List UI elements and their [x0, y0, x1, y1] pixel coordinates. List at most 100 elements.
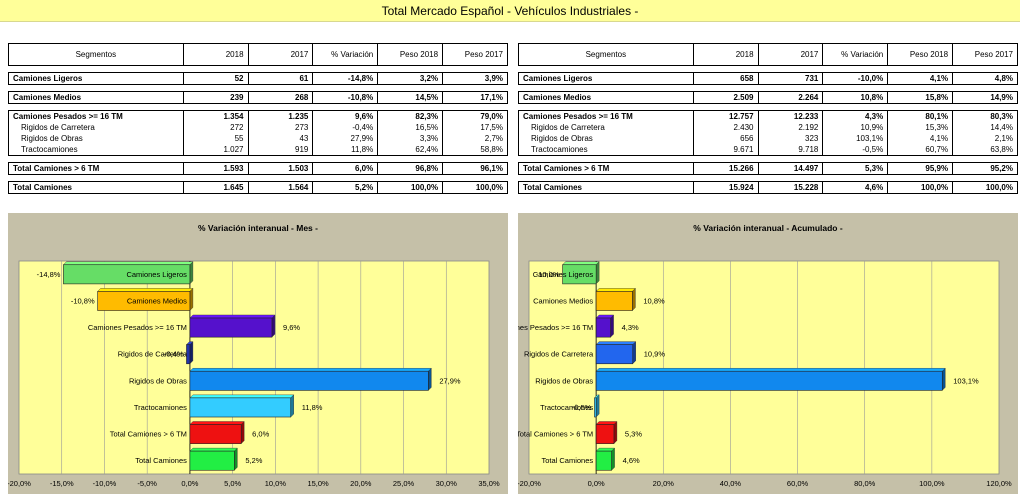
- column-header: Peso 2017: [442, 43, 508, 66]
- table-row: Total Camiones > 6 TM 15.266 14.497 5,3% 95,…: [518, 162, 1018, 175]
- table-cell: 4,6%: [822, 181, 889, 194]
- table-cell: 100,0%: [377, 181, 444, 194]
- table-cell: 1.027: [182, 144, 249, 156]
- table-cell: 273: [247, 122, 314, 133]
- chart-svg: -20,0% -15,0% -10,0% -5,0% 0,0% 5,0% 10,0% 15,0…: [8, 260, 500, 488]
- bar: [97, 291, 191, 311]
- table-cell: 4,3%: [822, 110, 889, 122]
- bar: [595, 370, 943, 391]
- table-cell: 63,8%: [952, 144, 1018, 156]
- table-row: Total Camiones 15.924 15.228 4,6% 100,0% 100,…: [518, 181, 1018, 194]
- x-tick-label: -15,0%: [50, 479, 74, 488]
- table-cell: 55: [182, 133, 249, 144]
- bar-side-face: [595, 394, 600, 418]
- table-row: Total Camiones 1.645 1.564 5,2% 100,0% 100,0%: [8, 181, 508, 194]
- x-tick-label: -5,0%: [137, 479, 157, 488]
- bar-side-face: [942, 367, 946, 391]
- table-cell: 58,8%: [442, 144, 508, 156]
- table-cell: 14,5%: [377, 91, 444, 104]
- data-label: 5,2%: [245, 456, 262, 465]
- bar-top-face: [595, 368, 946, 372]
- table-row: Camiones Medios 2.509 2.264 10,8% 15,8% 14,9%: [518, 91, 1018, 104]
- table-cell: 10,8%: [822, 91, 889, 104]
- category-label: Tractocamiones: [134, 403, 187, 412]
- table-cell: 100,0%: [442, 181, 508, 194]
- x-tick-label: 5,0%: [224, 479, 241, 488]
- bar-top-face: [595, 421, 618, 425]
- bar-side-face: [290, 394, 294, 418]
- table-cell: 61: [247, 72, 314, 85]
- table-cell: 15.924: [692, 181, 759, 194]
- table-cell: 239: [182, 91, 249, 104]
- data-label: 4,3%: [622, 323, 639, 332]
- table-cell: Camiones Pesados >= 16 TM: [518, 110, 694, 122]
- table-row: Camiones Ligeros 52 61 -14,8% 3,2% 3,9%: [8, 72, 508, 85]
- table-cell: 6,0%: [312, 162, 379, 175]
- table-cell: 80,1%: [887, 110, 954, 122]
- table-cell: Rigidos de Carretera: [518, 122, 694, 133]
- table-cell: 323: [757, 133, 824, 144]
- bar: [63, 264, 191, 285]
- table-cell: 14,9%: [952, 91, 1018, 104]
- table-cell: Rigidos de Carretera: [8, 122, 184, 133]
- bar-side-face: [240, 420, 245, 445]
- table-cell: 2,7%: [442, 133, 508, 144]
- table-cell: 15,8%: [887, 91, 954, 104]
- column-header: Segmentos: [518, 43, 694, 66]
- bar: [562, 264, 597, 285]
- x-tick-label: 30,0%: [436, 479, 458, 488]
- bar-top-face: [189, 314, 276, 319]
- category-label: Total Camiones > 6 TM: [110, 430, 187, 439]
- table-cell: 2.192: [757, 122, 824, 133]
- table-cell: Camiones Ligeros: [518, 72, 694, 85]
- x-tick-label: -20,0%: [518, 479, 541, 488]
- table-cell: 9.718: [757, 144, 824, 156]
- column-header: Peso 2018: [377, 43, 444, 66]
- table-cell: 14,4%: [952, 122, 1018, 133]
- table-cell: Total Camiones > 6 TM: [8, 162, 184, 175]
- x-tick-label: 120,0%: [986, 479, 1012, 488]
- bar-side-face: [632, 287, 636, 312]
- table-row: Tractocamiones 9.671 9.718 -0,5% 60,7% 63,8%: [518, 144, 1018, 156]
- category-label: Rigidos de Obras: [535, 376, 593, 385]
- column-header: Peso 2018: [887, 43, 954, 66]
- bar: [189, 370, 429, 391]
- x-tick-label: 15,0%: [307, 479, 329, 488]
- bar-top-face: [62, 261, 194, 265]
- table-cell: 103,1%: [822, 133, 889, 144]
- bar-side-face: [189, 261, 194, 285]
- x-tick-label: 35,0%: [478, 479, 500, 488]
- table-cell: 658: [692, 72, 759, 85]
- category-label: Tractocamiones: [540, 403, 593, 412]
- table-cell: Camiones Pesados >= 16 TM: [8, 110, 184, 122]
- table-cell: 12.757: [692, 110, 759, 122]
- table-cell: 27,9%: [312, 133, 379, 144]
- table-cell: 2.264: [757, 91, 824, 104]
- bar-side-face: [189, 287, 194, 312]
- x-tick-label: 20,0%: [350, 479, 372, 488]
- table-cell: Rigidos de Obras: [518, 133, 694, 144]
- bar-top-face: [189, 421, 245, 425]
- table-cell: 52: [182, 72, 249, 85]
- column-header: % Variación: [312, 43, 379, 66]
- bar-side-face: [611, 447, 615, 471]
- monthly-variation-chart: -20,0% -15,0% -10,0% -5,0% 0,0% 5,0% 10,0% 15,0…: [8, 213, 508, 494]
- x-tick-label: 80,0%: [854, 479, 876, 488]
- chart-title: % Variación interanual - Acumulado -: [693, 223, 843, 233]
- table-cell: Tractocamiones: [8, 144, 184, 156]
- data-label: 27,9%: [439, 376, 461, 385]
- table-row: Rigidos de Carretera 272 273 -0,4% 16,5% 17,5…: [8, 122, 508, 133]
- bar-top-face: [562, 261, 600, 265]
- bar: [189, 450, 235, 471]
- bar-side-face: [632, 341, 636, 365]
- bar-side-face: [428, 367, 432, 391]
- bar: [595, 344, 634, 365]
- data-label: -0,5%: [572, 403, 592, 412]
- table-cell: 1.503: [247, 162, 314, 175]
- table-cell: 9,6%: [312, 110, 379, 122]
- table-cell: 2.430: [692, 122, 759, 133]
- table-cell: Rigidos de Obras: [8, 133, 184, 144]
- table-row: Total Camiones > 6 TM 1.593 1.503 6,0% 96,8%…: [8, 162, 508, 175]
- table-cell: Total Camiones > 6 TM: [518, 162, 694, 175]
- x-tick-label: 0,0%: [181, 479, 198, 488]
